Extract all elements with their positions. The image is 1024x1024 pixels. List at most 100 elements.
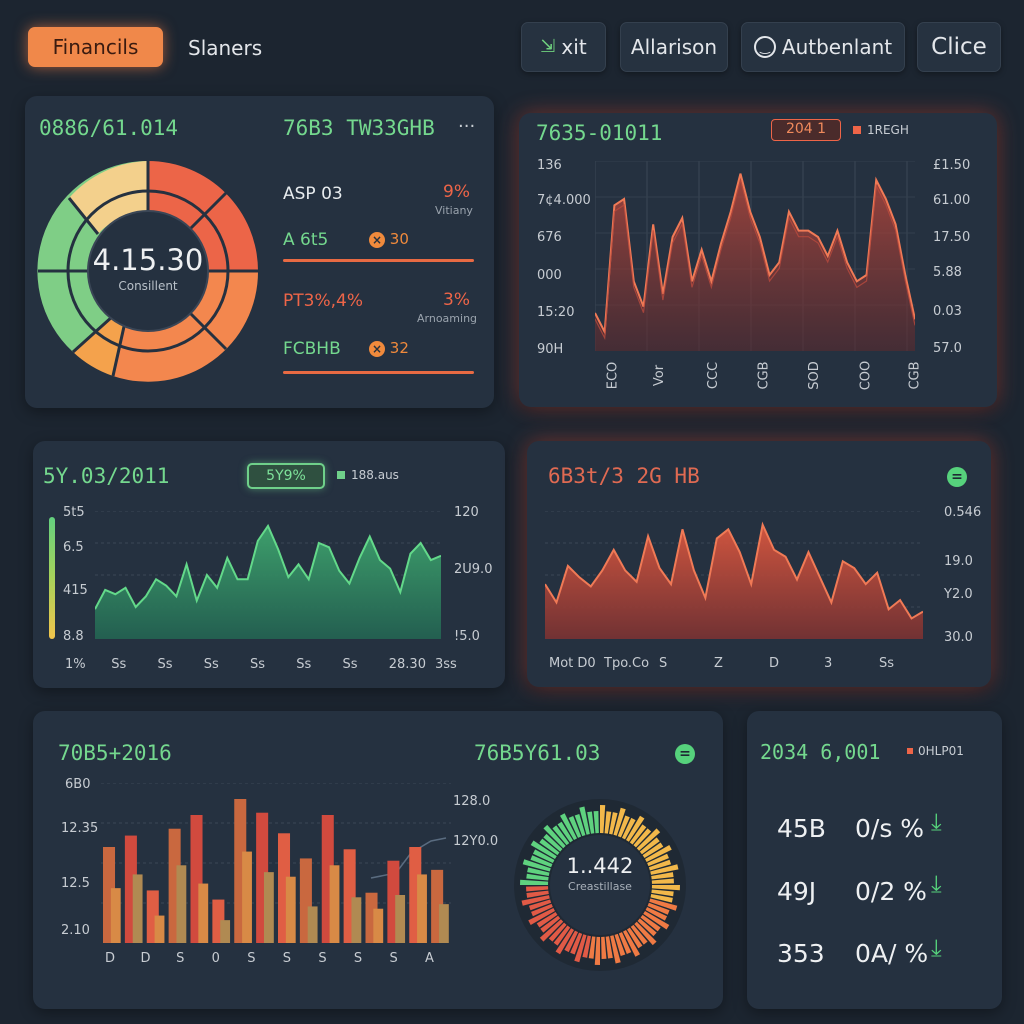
ring-segment xyxy=(536,911,558,928)
y-tick-left: 5t5 xyxy=(63,505,85,520)
ring-segment xyxy=(649,898,678,911)
x-tick-label: A xyxy=(425,951,434,966)
more-menu-icon[interactable]: ··· xyxy=(458,116,476,137)
ring-segment xyxy=(530,855,553,868)
download-icon[interactable]: ⤓ xyxy=(931,808,942,836)
ring-segment xyxy=(605,936,613,959)
exit-label: xit xyxy=(561,35,587,59)
x-tick-label: Z xyxy=(714,656,723,671)
ring-segment xyxy=(527,867,550,876)
tab-slaners[interactable]: Slaners xyxy=(188,36,263,60)
y-tick-right: 17.50 xyxy=(933,230,971,245)
tab-financials[interactable]: Financils xyxy=(28,27,163,67)
x-tick-label: 3 xyxy=(824,656,833,671)
x-tick-label: Ss xyxy=(250,657,266,672)
ring-segment xyxy=(555,928,574,955)
stat-percent: 0/s % xyxy=(855,814,925,843)
stat-percent: 0/2 % xyxy=(855,877,927,906)
ring-segment xyxy=(522,859,551,872)
donut-panel: 0886/61.014 76B3 TW33GHB ··· 4.15.30 Con… xyxy=(25,96,494,408)
x-tick-label: S xyxy=(389,951,398,966)
ring-segment xyxy=(626,815,645,842)
ring-segment xyxy=(618,932,632,954)
ring-segment xyxy=(553,925,571,946)
menu-toggle-icon[interactable]: = xyxy=(947,467,967,487)
ring-segment xyxy=(645,845,672,863)
x-tick-label: S xyxy=(318,951,327,966)
x-tick-label: CGB xyxy=(907,361,923,390)
bar-panel-title: 70B5+2016 xyxy=(58,741,172,765)
red-area-chart xyxy=(545,511,923,639)
x-tick-label: Ss xyxy=(157,657,173,672)
y-tick-right: 0.546 xyxy=(944,505,982,520)
ring-segment xyxy=(528,899,552,911)
donut-panel-header-right: 76B3 TW33GHB xyxy=(283,116,435,140)
ring-segment xyxy=(520,879,549,885)
authenticate-label: Autbenlant xyxy=(781,35,893,59)
ring-segment xyxy=(521,895,550,906)
download-icon[interactable]: ⤓ xyxy=(931,870,942,898)
y-tick-left: 90H xyxy=(537,342,564,357)
ring-segment xyxy=(651,885,680,891)
exit-button[interactable]: ⇲ xit xyxy=(521,22,606,72)
alliance-button[interactable]: Allarison xyxy=(620,22,728,72)
ring-segment xyxy=(636,828,661,851)
y-tick-left: 6.5 xyxy=(63,540,84,555)
list-row-value: 30 xyxy=(389,230,409,248)
authenticate-button[interactable]: ‿ Autbenlant xyxy=(741,22,905,72)
x-tick-label: D xyxy=(140,951,151,966)
ring-segment xyxy=(588,936,596,959)
row-divider xyxy=(283,371,474,374)
ring-segment xyxy=(564,930,579,953)
y-tick-right: 128.0 xyxy=(453,794,491,809)
close-button[interactable]: Clice xyxy=(917,22,1001,72)
bar-series-b xyxy=(351,897,362,943)
download-icon[interactable]: ⤓ xyxy=(931,934,942,962)
y-tick-right: !5.0 xyxy=(454,629,480,644)
ring-segment xyxy=(621,817,636,840)
stat-value: 353 xyxy=(777,939,825,968)
ring-center-label: Creastillase xyxy=(568,880,632,893)
y-tick-left: 15:20 xyxy=(537,305,575,320)
ring-segment xyxy=(651,878,674,884)
y-tick-right: 5.88 xyxy=(933,265,962,280)
x-tick-label: 1% xyxy=(65,657,86,672)
y-tick-left: 12.35 xyxy=(61,821,99,836)
legend-label: 0HLP01 xyxy=(918,744,964,758)
x-tick-label: S xyxy=(247,951,256,966)
ring-segment xyxy=(604,811,612,834)
list-row-value-group: × 32 xyxy=(369,339,409,357)
exit-icon: ⇲ xyxy=(540,36,556,57)
red-line-panel-title: 7635-01011 xyxy=(536,121,663,145)
bar-series-b xyxy=(263,872,274,943)
ring-segment xyxy=(594,936,600,965)
y-tick-right: 61.00 xyxy=(933,193,971,208)
ring-segment xyxy=(526,873,549,881)
y-tick-left: 676 xyxy=(537,230,562,245)
ring-segment xyxy=(626,927,643,949)
y-tick-right: Y2.0 xyxy=(944,587,973,602)
period-badge[interactable]: 204 1 xyxy=(771,119,841,141)
close-circle-icon[interactable]: × xyxy=(369,232,385,248)
list-row-sub: Arnoaming xyxy=(417,312,478,325)
legend-label: 188.aus xyxy=(351,468,399,482)
ring-segment xyxy=(543,824,566,849)
bar-series-b xyxy=(110,888,121,943)
area-fill xyxy=(95,525,441,639)
percent-badge[interactable]: 5Y9% xyxy=(247,463,325,489)
menu-toggle-icon[interactable]: = xyxy=(675,744,695,764)
y-tick-right: 12Y0.0 xyxy=(453,834,499,849)
list-row-value: 32 xyxy=(389,339,409,357)
ring-segment xyxy=(560,813,578,840)
bar-series-b xyxy=(329,865,340,943)
stats-panel: 2034 6,001 0HLP01 45B 0/s % ⤓ 49J 0/2 % … xyxy=(747,711,1002,1009)
ring-segment xyxy=(617,815,630,838)
red-area-panel-title: 6B3t/3 2G HB xyxy=(548,464,700,488)
close-circle-icon[interactable]: × xyxy=(369,341,385,357)
ring-segment xyxy=(609,812,618,835)
legend-swatch xyxy=(853,126,861,134)
list-row-label: ASP 03 xyxy=(283,184,343,204)
stat-value: 45B xyxy=(777,814,826,843)
donut-gauge xyxy=(37,160,259,382)
ring-segment xyxy=(651,889,674,897)
